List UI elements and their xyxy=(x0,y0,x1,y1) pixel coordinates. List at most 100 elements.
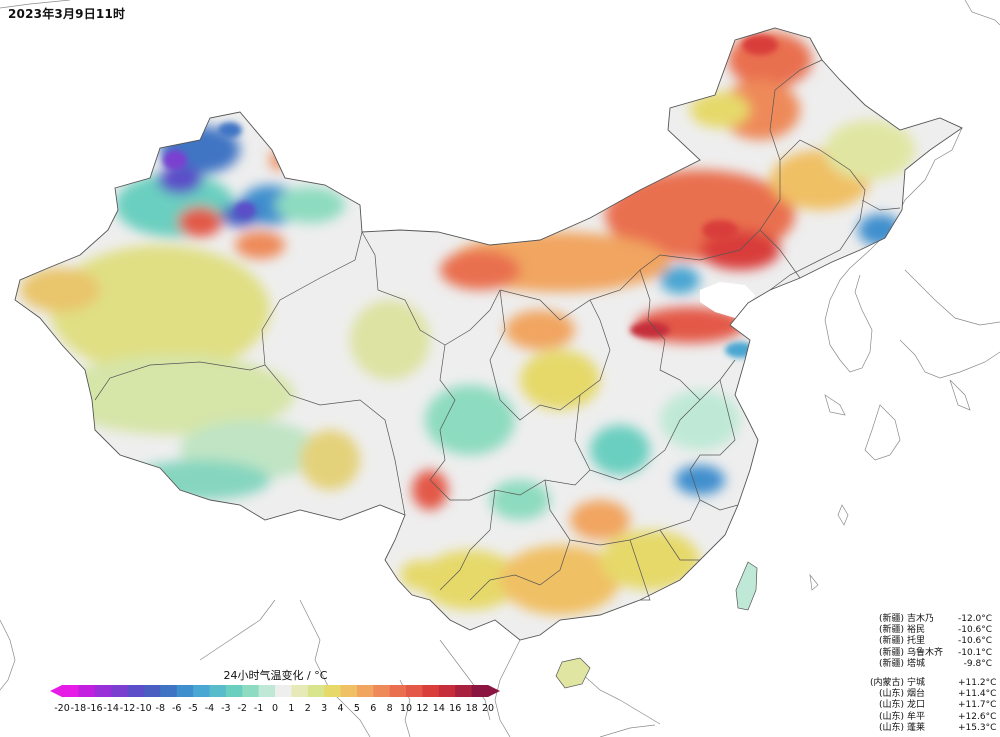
station-province: (新疆) xyxy=(878,658,904,669)
station-value: -12.0°C xyxy=(958,614,993,624)
legend-swatch xyxy=(406,685,423,697)
station-name: 塔城 xyxy=(907,658,926,669)
station-name: 宁城 xyxy=(907,678,926,689)
legend-tick-label: -18 xyxy=(70,703,87,714)
legend-swatch xyxy=(471,685,489,697)
legend-swatch xyxy=(78,685,96,697)
station-value: -10.6°C xyxy=(958,625,993,636)
station-province: (新疆) xyxy=(878,625,904,636)
station-name: 裕民 xyxy=(907,625,926,636)
station-value: -10.1°C xyxy=(958,647,993,658)
station-name: 乌鲁木齐 xyxy=(907,647,944,658)
station-value: +11.2°C xyxy=(958,678,997,689)
station-row: (新疆) 塔城 -9.8°C xyxy=(862,659,992,670)
station-province: (内蒙古) xyxy=(869,678,904,689)
legend-swatch xyxy=(225,685,243,697)
station-value: +11.7°C xyxy=(958,700,997,711)
legend-swatch xyxy=(127,685,145,697)
station-value: +11.4°C xyxy=(958,689,997,700)
station-province: (山东) xyxy=(878,689,904,700)
legend-tick-label: 4 xyxy=(337,703,344,714)
cold-station-list: (新疆) 吉木乃 -12.0°C (新疆) 裕民 -10.6°C (新疆) 托里 -10.6°C… xyxy=(862,614,992,670)
legend-swatch xyxy=(111,685,129,697)
warm-station-list: (内蒙古) 宁城 +11.2°C (山东) 烟台 +11.4°C (山东) 龙口 +11.7°C… xyxy=(862,678,997,734)
station-province: (新疆) xyxy=(878,614,904,624)
legend-swatch xyxy=(143,685,161,697)
station-row: (内蒙古) 宁城 +11.2°C xyxy=(862,678,997,689)
station-province: (山东) xyxy=(878,722,904,733)
legend-tick-label: 20 xyxy=(481,703,495,714)
station-value: -9.8°C xyxy=(963,658,992,669)
station-value: +15.3°C xyxy=(958,722,997,733)
legend-tick-label: 12 xyxy=(416,703,429,714)
station-name: 托里 xyxy=(907,636,926,647)
legend-tick-label: -3 xyxy=(221,703,231,714)
legend-tick-label: -12 xyxy=(119,703,136,714)
legend-swatch xyxy=(291,685,309,697)
station-row: (新疆) 吉木乃 -12.0°C xyxy=(862,614,992,625)
station-extremes-list: (新疆) 吉木乃 -12.0°C (新疆) 裕民 -10.6°C (新疆) 托里 -10.6°C… xyxy=(862,614,997,734)
legend-tick-label: -8 xyxy=(155,703,166,714)
legend-swatch xyxy=(373,685,391,697)
legend-swatch xyxy=(160,685,178,697)
station-province: (山东) xyxy=(878,700,904,711)
legend-tick-label: 3 xyxy=(321,703,328,714)
legend-tick-label: 10 xyxy=(400,703,413,714)
legend-swatch xyxy=(193,685,210,697)
taiwan-island xyxy=(735,561,758,611)
station-name: 牟平 xyxy=(907,711,926,722)
legend-swatch xyxy=(94,685,112,697)
legend-swatch xyxy=(62,685,79,697)
station-row: (山东) 蓬莱 +15.3°C xyxy=(862,722,997,734)
legend-tick-label: 8 xyxy=(386,703,393,714)
province-borders xyxy=(94,59,901,601)
legend-tick-label: 14 xyxy=(432,703,445,714)
legend-title: 24小时气温变化 / °C xyxy=(223,669,328,682)
legend-tick-label: -14 xyxy=(103,703,119,714)
station-row: (新疆) 托里 -10.6°C xyxy=(862,636,992,647)
legend-swatch xyxy=(356,685,374,697)
legend-swatch xyxy=(242,685,260,697)
station-row: (新疆) 裕民 -10.6°C xyxy=(862,625,992,636)
legend-swatch xyxy=(340,685,358,697)
legend-tick-labels: -20 -18 -16 -14 -12 -10 -8 -6 -5 -4 -3 -2 -1 0 1 2 3 4 5 6 8… xyxy=(54,703,494,717)
station-row: (山东) 牟平 +12.6°C xyxy=(862,711,996,723)
legend-tick-label: 1 xyxy=(288,703,295,714)
station-name: 龙口 xyxy=(907,700,926,711)
station-province: (山东) xyxy=(878,711,904,722)
legend-tick-label: -1 xyxy=(253,703,264,714)
legend-tick-label: -4 xyxy=(204,703,215,714)
station-row: (新疆) 乌鲁木齐 -10.1°C xyxy=(862,648,992,659)
bohai-sea xyxy=(700,282,755,318)
station-value: -10.6°C xyxy=(958,636,993,647)
legend-swatch xyxy=(307,685,325,697)
legend-tick-label: 5 xyxy=(353,703,360,714)
legend-tick-label: -2 xyxy=(237,703,247,714)
station-name: 吉木乃 xyxy=(907,614,935,624)
legend-swatch xyxy=(176,685,194,697)
station-row: (山东) 龙口 +11.7°C xyxy=(862,700,997,711)
legend-tick-label: -20 xyxy=(54,703,70,714)
legend-tick-label: -10 xyxy=(136,703,152,714)
legend-swatch xyxy=(209,685,227,697)
legend-swatch xyxy=(324,685,342,697)
legend-arrow-high xyxy=(488,685,500,697)
hainan-island xyxy=(555,657,591,689)
legend-swatch xyxy=(455,685,473,697)
legend-swatch xyxy=(275,685,292,697)
legend-tick-label: 16 xyxy=(449,703,462,714)
station-province: (新疆) xyxy=(878,636,904,647)
national-border xyxy=(14,27,963,641)
legend-swatch xyxy=(389,685,407,697)
legend-tick-label: 18 xyxy=(465,703,478,714)
legend-tick-label: 0 xyxy=(271,703,279,714)
legend-swatch xyxy=(422,685,440,697)
legend-tick-label: 2 xyxy=(304,703,311,714)
legend-tick-label: -6 xyxy=(171,703,182,714)
legend-tick-label: 6 xyxy=(370,703,377,714)
map-title: 2023年3月9日11时 xyxy=(8,7,126,21)
legend-tick-label: -5 xyxy=(188,703,198,714)
